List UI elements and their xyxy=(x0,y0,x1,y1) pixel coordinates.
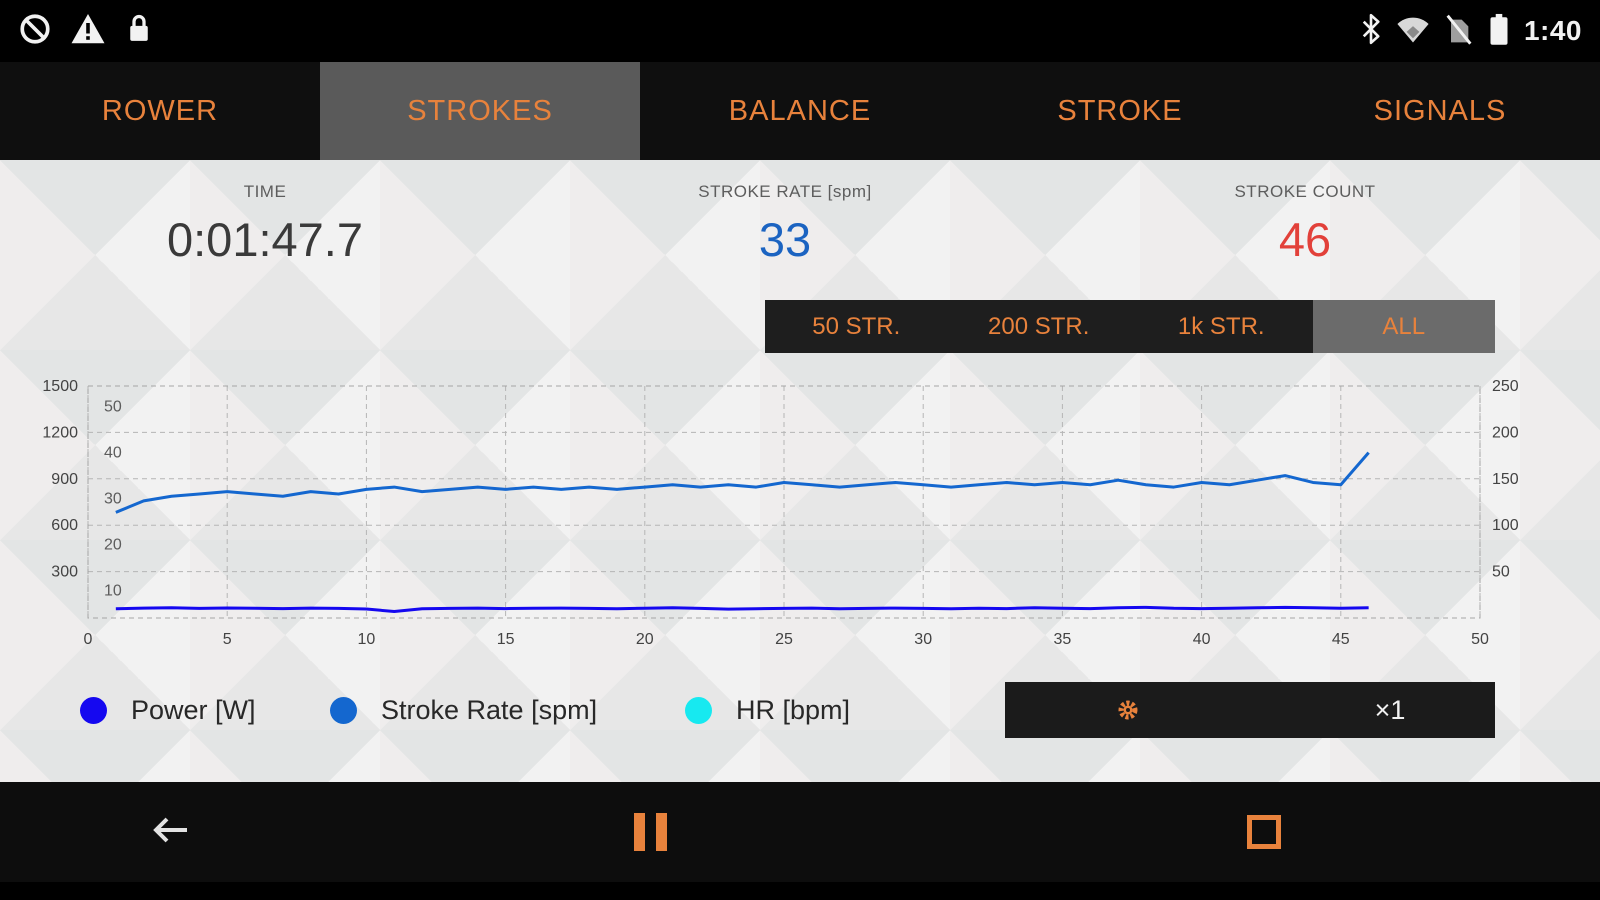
svg-text:50: 50 xyxy=(1492,564,1510,581)
strokes-chart: 0 5 10 15 20 25 30 35 40 45 50 300 600 900 1200 1500 50 1… xyxy=(0,366,1600,666)
svg-text:600: 600 xyxy=(51,517,78,534)
svg-text:250: 250 xyxy=(1492,378,1519,395)
hr-legend-dot-icon xyxy=(685,696,712,724)
metric-stroke-rate-label: STROKE RATE [spm] xyxy=(698,182,872,201)
metric-time-label: TIME xyxy=(243,182,287,201)
svg-text:20: 20 xyxy=(104,536,122,553)
bottom-nav-bar xyxy=(0,782,1600,900)
tab-item-balance[interactable]: BALANCE xyxy=(640,62,960,160)
svg-text:150: 150 xyxy=(1492,471,1519,488)
svg-text:20: 20 xyxy=(636,631,654,648)
stroke-count-value: 46 xyxy=(1278,213,1332,266)
svg-text:0: 0 xyxy=(84,631,93,648)
range-option-1kstr[interactable]: 1k STR. xyxy=(1130,300,1313,353)
svg-text:15: 15 xyxy=(497,631,515,648)
warning-icon xyxy=(70,12,106,51)
status-bar: 1:40 xyxy=(0,0,1600,62)
svg-text:50: 50 xyxy=(104,399,122,416)
tab-item-strokes[interactable]: STROKES xyxy=(320,62,640,160)
playback-multiplier[interactable]: ×1 xyxy=(1374,694,1406,725)
svg-text:35: 35 xyxy=(1054,631,1072,648)
gear-icon[interactable] xyxy=(1117,699,1139,726)
tab-label: STROKES xyxy=(407,94,553,127)
tab-label: BALANCE xyxy=(728,94,872,127)
data-off-icon xyxy=(18,12,52,51)
battery-icon xyxy=(1488,12,1510,51)
tab-item-signals[interactable]: SIGNALS xyxy=(1280,62,1600,160)
tab-label: SIGNALS xyxy=(1373,94,1507,127)
tab-label: STROKE xyxy=(1057,94,1183,127)
svg-text:300: 300 xyxy=(51,564,78,581)
speed-control-bar[interactable]: ×1 xyxy=(1005,682,1495,738)
pause-button[interactable] xyxy=(626,808,674,856)
svg-text:100: 100 xyxy=(1492,517,1519,534)
no-sim-icon xyxy=(1444,13,1474,50)
strokes-chart-svg: 0 5 10 15 20 25 30 35 40 45 50 300 600 900 1200 1500 50 1… xyxy=(42,378,1519,648)
lock-icon xyxy=(124,12,154,51)
bluetooth-icon xyxy=(1360,13,1382,50)
svg-text:45: 45 xyxy=(1332,631,1350,648)
range-option-200str[interactable]: 200 STR. xyxy=(948,300,1131,353)
range-option-label: 1k STR. xyxy=(1177,312,1265,340)
stop-button[interactable] xyxy=(1240,808,1288,856)
tab-item-rower[interactable]: ROWER xyxy=(0,62,320,160)
svg-text:40: 40 xyxy=(104,445,122,462)
range-selector: 50 STR. 200 STR. 1k STR. ALL xyxy=(765,300,1495,353)
main-content: TIME 0:01:47.7 STROKE RATE [spm] 33 STRO… xyxy=(0,160,1600,782)
svg-text:50: 50 xyxy=(1471,631,1489,648)
range-option-all[interactable]: ALL xyxy=(1312,300,1495,353)
back-icon xyxy=(149,812,191,853)
svg-text:900: 900 xyxy=(51,471,78,488)
tab-item-stroke[interactable]: STROKE xyxy=(960,62,1280,160)
legend-label-hr: HR [bpm] xyxy=(736,694,851,725)
metric-stroke-count: STROKE COUNT 46 xyxy=(1100,182,1510,267)
status-clock: 1:40 xyxy=(1523,15,1582,46)
range-option-label: ALL xyxy=(1382,312,1426,340)
stop-icon xyxy=(1247,815,1281,849)
svg-text:40: 40 xyxy=(1193,631,1211,648)
svg-text:10: 10 xyxy=(104,582,122,599)
stroke-rate-legend-dot-icon xyxy=(330,696,357,724)
pause-icon xyxy=(633,813,667,851)
metric-stroke-rate: STROKE RATE [spm] 33 xyxy=(580,182,990,267)
svg-text:200: 200 xyxy=(1492,424,1519,441)
stroke-rate-value: 33 xyxy=(758,213,812,266)
svg-text:25: 25 xyxy=(775,631,793,648)
range-option-label: 50 STR. xyxy=(812,312,901,340)
power-legend-dot-icon xyxy=(80,696,107,724)
svg-text:30: 30 xyxy=(914,631,932,648)
svg-text:1200: 1200 xyxy=(42,424,78,441)
legend-label-stroke-rate: Stroke Rate [spm] xyxy=(381,694,598,725)
metric-time: TIME 0:01:47.7 xyxy=(60,182,470,267)
svg-text:10: 10 xyxy=(358,631,376,648)
legend-item-hr: HR [bpm] xyxy=(685,692,850,728)
range-option-label: 200 STR. xyxy=(988,312,1090,340)
metric-stroke-count-label: STROKE COUNT xyxy=(1234,182,1376,201)
legend-item-power: Power [W] xyxy=(80,692,256,728)
tab-label: ROWER xyxy=(101,94,219,127)
metric-time-value: 0:01:47.7 xyxy=(166,213,363,266)
svg-text:1500: 1500 xyxy=(42,378,78,395)
legend-item-stroke-rate: Stroke Rate [spm] xyxy=(330,692,597,728)
tab-bar: ROWER STROKES BALANCE STROKE SIGNALS xyxy=(0,62,1600,160)
back-button[interactable] xyxy=(146,808,194,856)
wifi-icon xyxy=(1396,14,1430,49)
svg-text:5: 5 xyxy=(223,631,232,648)
range-option-50str[interactable]: 50 STR. xyxy=(765,300,948,353)
legend-label-power: Power [W] xyxy=(131,694,256,725)
svg-text:30: 30 xyxy=(104,491,122,508)
